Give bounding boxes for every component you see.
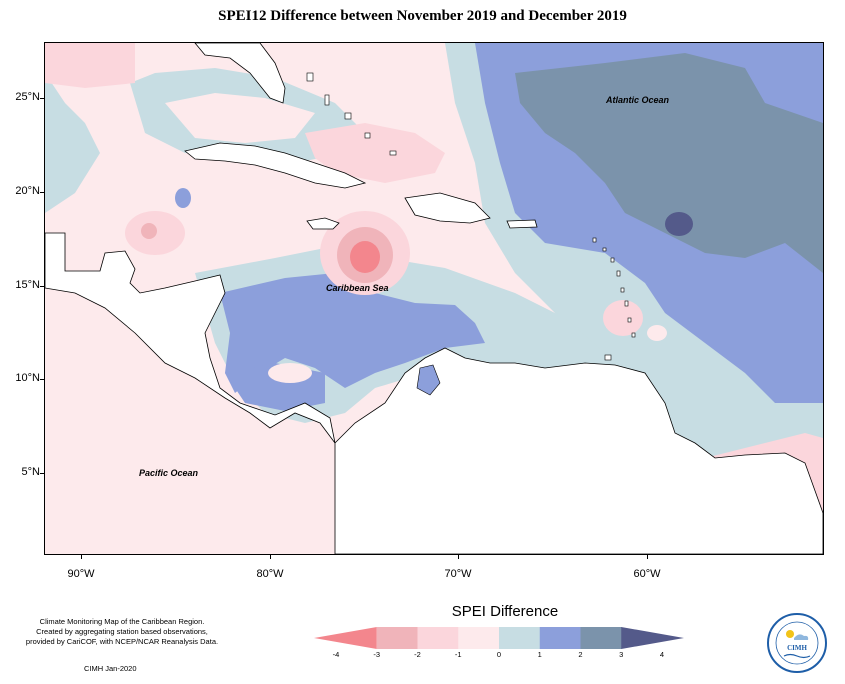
legend-tick-label: 0 [496,650,502,659]
atlantic-ocean-label: Atlantic Ocean [606,95,670,105]
sun-icon [786,630,794,638]
lon-tick [647,554,648,559]
bahamas [306,72,397,156]
lat-tick [40,473,45,474]
pink-far-northwest [45,43,135,88]
lat-label-15n: 15°N [15,279,40,291]
legend-swatch [458,627,500,649]
legend-tick-label: -2 [414,650,421,659]
lat-tick [40,192,45,193]
land-jamaica [306,217,340,230]
legend-swatch [499,627,541,649]
light-pink-nicaragua [268,363,312,383]
legend-swatch [580,627,622,649]
lon-label-60w: 60°W [633,568,661,580]
footnote: Climate Monitoring Map of the Caribbean … [12,617,232,647]
wave-icon [783,653,811,659]
dark-blue-spot [665,212,693,236]
light-pink-antilles [647,325,667,341]
lon-label-70w: 70°W [444,568,472,580]
legend-tick-label: 2 [578,650,583,659]
land-puerto-rico [506,219,538,229]
cloud-icon [794,634,809,640]
blue-field-caribbean [220,273,485,393]
lat-label-25n: 25°N [15,91,40,103]
lon-tick [270,554,271,559]
legend-tick-label: 4 [659,650,665,659]
legend-tick-label: 1 [537,650,542,659]
legend-swatch [621,627,684,649]
lat-tick [40,286,45,287]
footnote-line: Created by aggregating station based obs… [36,627,208,636]
lat-tick [40,98,45,99]
legend-tick-label: -1 [454,650,462,659]
land-central-america [45,232,336,444]
logo-text: CIMH [787,644,807,652]
lon-tick [458,554,459,559]
legend-swatch [314,627,377,649]
lon-tick [81,554,82,559]
legend-colorbar [314,627,684,649]
cimh-logo: CIMH [767,613,827,673]
legend-tick-label: -4 [332,650,340,659]
legend-swatch [376,627,418,649]
caribbean-sea-label: Caribbean Sea [326,283,389,293]
legend-swatch [539,627,581,649]
legend-title: SPEI Difference [451,603,559,620]
legend-swatch [417,627,459,649]
map-title: SPEI12 Difference between November 2019 … [218,8,627,24]
lon-label-90w: 90°W [67,568,95,580]
lesser-antilles [592,237,636,361]
land-florida [194,43,286,104]
lat-tick [40,379,45,380]
grey-blue-field-atlantic [515,53,823,273]
lon-label-80w: 80°W [256,568,284,580]
lat-label-10n: 10°N [15,372,40,384]
credit-text: CIMH Jan-2020 [84,664,137,673]
light-pink-north [165,93,315,143]
legend-swatches [314,627,684,649]
legend-tick-label: -3 [373,650,381,659]
lat-label-5n: 5°N [21,466,40,478]
pacific-ocean-label: Pacific Ocean [139,468,199,478]
pink-patch-antilles [603,300,643,336]
light-blue-field-northwest [45,73,100,213]
legend-tick-label: 3 [619,650,624,659]
map-area [44,42,824,555]
land-south-america [334,347,823,554]
pink-core-yucatan [141,223,157,239]
footnote-line: Climate Monitoring Map of the Caribbean … [39,617,205,626]
footnote-line: provided by CariCOF, with NCEP/NCAR Rean… [25,637,219,646]
spei-map [45,43,823,554]
lat-label-20n: 20°N [15,185,40,197]
blue-dot-gulf [175,188,191,208]
pink-cuba-north [305,123,445,183]
pink-anomaly-core [350,241,380,273]
lake-maracaibo [416,364,441,396]
land-hispaniola [404,192,491,224]
land-cuba [184,142,367,189]
